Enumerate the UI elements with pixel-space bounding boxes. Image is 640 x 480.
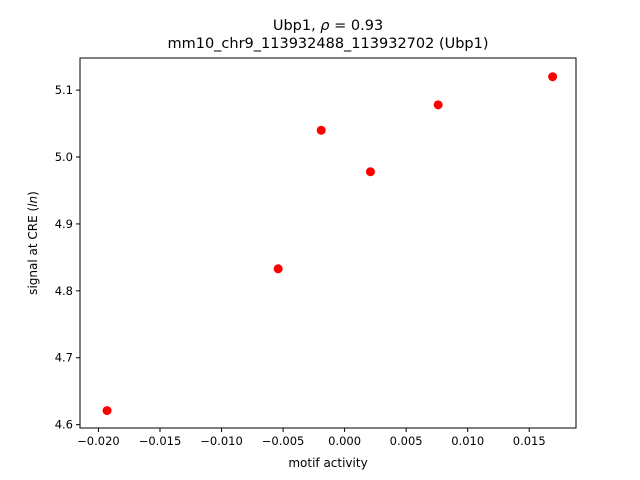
title-rho-symbol: ρ xyxy=(320,18,330,34)
y-tick-label: 5.0 xyxy=(55,150,73,164)
x-tick-label: 0.015 xyxy=(513,434,546,448)
x-axis-ticks: −0.020 −0.015 −0.010 −0.005 0.000 0.005 0.010 0… xyxy=(77,428,546,448)
title-rho-value: = 0.93 xyxy=(330,18,384,34)
x-tick-label: 0.005 xyxy=(390,434,423,448)
data-point xyxy=(316,125,326,135)
chart-title-line-1: Ubp1, ρ = 0.93 xyxy=(273,18,383,34)
x-tick-label: −0.020 xyxy=(77,434,120,448)
data-point xyxy=(102,406,112,416)
x-tick-label: 0.000 xyxy=(328,434,361,448)
y-axis-ticks: 4.6 4.7 4.8 4.9 5.0 5.1 xyxy=(55,83,80,432)
y-axis-label-prefix: signal at CRE ( xyxy=(26,207,40,295)
data-point xyxy=(548,72,558,82)
chart-title-line-2: mm10_chr9_113932488_113932702 (Ubp1) xyxy=(167,36,488,52)
data-point xyxy=(433,100,443,110)
x-axis-label: motif activity xyxy=(288,456,367,470)
plot-frame xyxy=(79,57,577,429)
y-axis-label-italic: ln xyxy=(26,196,40,207)
x-tick-label: −0.015 xyxy=(139,434,182,448)
y-axis-label-suffix: ) xyxy=(26,191,40,196)
y-tick-label: 4.6 xyxy=(55,418,73,432)
title-gene: Ubp1, xyxy=(273,18,320,34)
y-tick-label: 5.1 xyxy=(55,83,73,97)
scatter-points xyxy=(102,72,558,416)
data-point xyxy=(365,167,375,177)
x-tick-label: −0.005 xyxy=(262,434,305,448)
x-tick-label: 0.010 xyxy=(451,434,484,448)
y-tick-label: 4.9 xyxy=(55,217,73,231)
y-axis-label: signal at CRE (ln) xyxy=(26,191,40,295)
y-tick-label: 4.7 xyxy=(55,351,73,365)
x-tick-label: −0.010 xyxy=(200,434,243,448)
y-tick-label: 4.8 xyxy=(55,284,73,298)
data-point xyxy=(273,264,283,274)
